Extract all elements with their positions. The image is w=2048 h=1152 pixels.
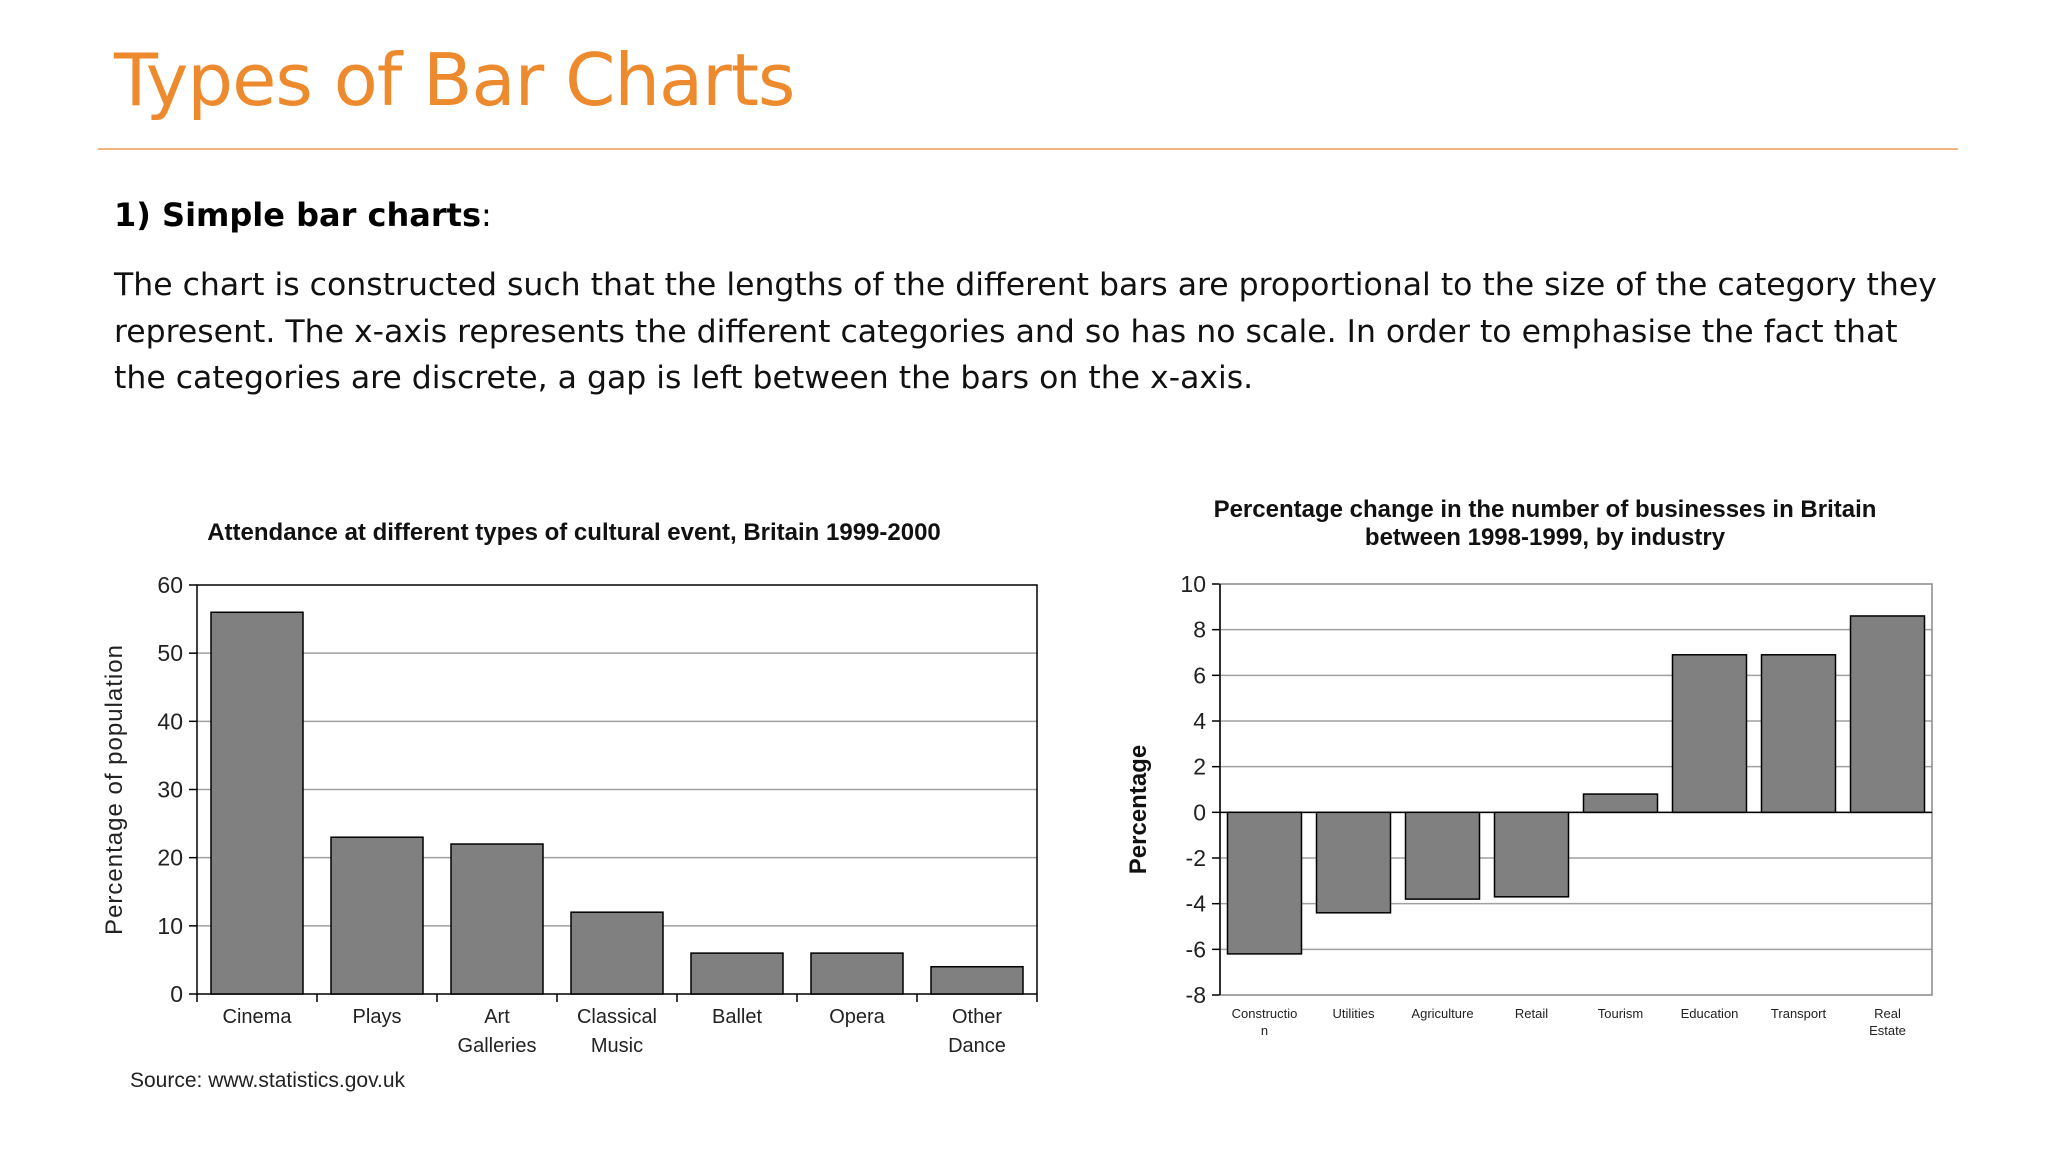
chart2-y-tick-label: -8	[1186, 982, 1206, 1008]
chart2-category-label: n	[1261, 1023, 1268, 1038]
chart2-y-tick-label: 10	[1180, 571, 1206, 597]
chart2-category-label: Utilities	[1333, 1006, 1375, 1021]
chart2-category-label: Retail	[1515, 1006, 1548, 1021]
chart1-category-label: Art	[484, 1006, 510, 1028]
chart2-category-label: Estate	[1869, 1023, 1906, 1038]
chart2-bar	[1760, 654, 1837, 814]
chart2-y-tick-label: -4	[1186, 891, 1207, 917]
chart2-category-label: Tourism	[1598, 1006, 1644, 1021]
chart1-title: Attendance at different types of cultura…	[207, 519, 941, 546]
chart1-y-tick-label: 0	[170, 981, 183, 1007]
chart2-category-label: Agriculture	[1411, 1006, 1473, 1021]
chart1-y-tick-label: 10	[157, 913, 183, 939]
body-paragraph: The chart is constructed such that the l…	[114, 267, 1937, 396]
chart2-bar	[1226, 811, 1303, 955]
chart2-title-line: Percentage change in the number of busin…	[1214, 496, 1877, 523]
chart2-bar	[1671, 654, 1748, 814]
chart2-y-tick-label: 8	[1193, 617, 1206, 643]
section-heading: 1) Simple bar charts:	[114, 196, 492, 234]
title-divider	[98, 148, 1958, 150]
chart1-y-tick-label: 20	[157, 845, 183, 871]
section-heading-colon: :	[481, 196, 492, 234]
chart1-bar	[930, 965, 1024, 995]
chart2-title-line: between 1998-1999, by industry	[1365, 524, 1726, 551]
chart2-category-label: Education	[1681, 1006, 1739, 1021]
section-heading-bold: 1) Simple bar charts	[114, 196, 481, 234]
chart1-category-label: Dance	[948, 1035, 1006, 1057]
chart1-y-tick-label: 60	[157, 572, 183, 598]
chart1-y-tick-label: 40	[157, 708, 183, 734]
chart1-bar	[210, 611, 304, 995]
chart2-bar	[1493, 811, 1570, 898]
chart1-bar	[810, 952, 904, 995]
chart2-y-tick-label: -6	[1186, 936, 1206, 962]
chart1-bar	[330, 836, 424, 995]
chart1-category-label: Ballet	[712, 1006, 762, 1028]
chart1-category-label: Galleries	[458, 1035, 537, 1057]
chart1-category-label: Opera	[829, 1006, 885, 1028]
chart2-category-label: Transport	[1771, 1006, 1827, 1021]
chart2-category-label: Constructio	[1232, 1006, 1298, 1021]
chart1-category-label: Cinema	[223, 1006, 293, 1028]
chart1-category-label: Plays	[353, 1006, 402, 1028]
chart1-y-axis-label: Percentage of population	[101, 644, 128, 935]
chart2-y-axis-label: Percentage	[1125, 745, 1152, 874]
chart1-bar	[450, 843, 544, 995]
chart2-bar	[1582, 793, 1659, 814]
slide-title: Types of Bar Charts	[114, 38, 795, 122]
chart1-category-label: Music	[591, 1035, 643, 1057]
chart2-y-tick-label: -2	[1186, 845, 1206, 871]
chart1-bar	[690, 952, 784, 995]
chart2-bar	[1849, 615, 1926, 814]
chart1-bar	[570, 911, 664, 995]
chart1-category-label: Classical	[577, 1006, 657, 1028]
chart2-category-label: Real	[1874, 1006, 1901, 1021]
chart2-y-tick-label: 2	[1193, 754, 1206, 780]
chart2-y-tick-label: 0	[1193, 799, 1206, 825]
chart1-y-tick-label: 50	[157, 640, 183, 666]
chart2-y-tick-label: 6	[1193, 662, 1206, 688]
chart2-bar	[1315, 811, 1392, 914]
chart1-y-tick-label: 30	[157, 777, 183, 803]
chart2-y-tick-label: 4	[1193, 708, 1206, 734]
chart1-category-label: Other	[952, 1006, 1002, 1028]
chart2-bar	[1404, 811, 1481, 900]
chart1-source: Source: www.statistics.gov.uk	[130, 1069, 406, 1092]
